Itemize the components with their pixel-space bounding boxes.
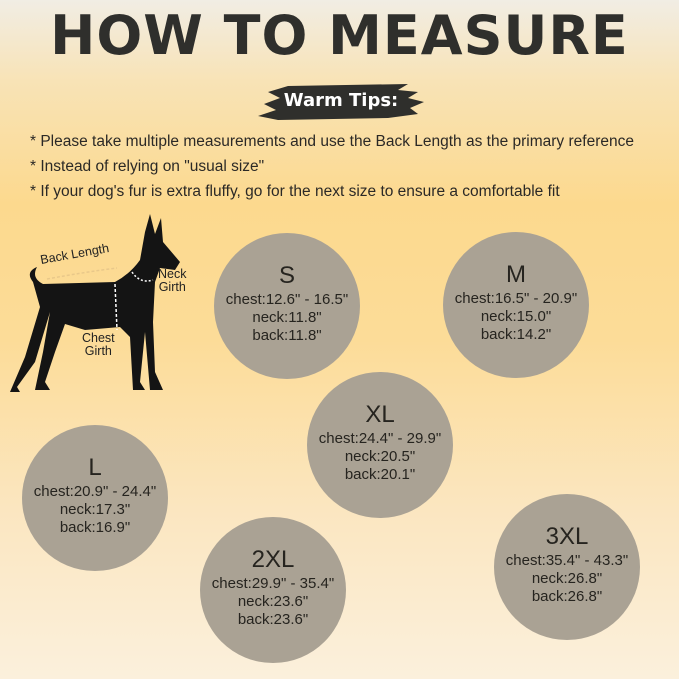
neck-measure: neck:15.0" bbox=[480, 308, 552, 325]
size-circle-xl: XL chest:24.4" - 29.9" neck:20.5" back:2… bbox=[307, 372, 453, 518]
size-name: M bbox=[506, 261, 526, 288]
chest-girth-label: Chest Girth bbox=[82, 332, 115, 358]
back-measure: back:16.9" bbox=[59, 519, 131, 536]
tip-2: * Instead of relying on "usual size" bbox=[30, 158, 265, 175]
size-circle-2xl: 2XL chest:29.9" - 35.4" neck:23.6" back:… bbox=[200, 517, 346, 663]
size-circle-s: S chest:12.6" - 16.5" neck:11.8" back:11… bbox=[214, 233, 360, 379]
back-measure: back:20.1" bbox=[344, 466, 416, 483]
back-measure: back:23.6" bbox=[237, 611, 309, 628]
back-measure: back:26.8" bbox=[531, 588, 603, 605]
brush-stroke-banner bbox=[258, 84, 424, 120]
neck-measure: neck:26.8" bbox=[531, 570, 603, 587]
chest-measure: chest:35.4" - 43.3" bbox=[505, 552, 629, 569]
chest-label: Chest bbox=[82, 331, 115, 345]
chest-measure: chest:12.6" - 16.5" bbox=[225, 291, 349, 308]
chest-measure: chest:24.4" - 29.9" bbox=[318, 430, 442, 447]
tip-1: * Please take multiple measurements and … bbox=[30, 133, 634, 150]
size-circle-l: L chest:20.9" - 24.4" neck:17.3" back:16… bbox=[22, 425, 168, 571]
neck-girth-label: Neck Girth bbox=[158, 268, 186, 294]
chest-measure: chest:29.9" - 35.4" bbox=[211, 575, 335, 592]
dog-silhouette-diagram bbox=[10, 214, 180, 392]
size-name: XL bbox=[365, 401, 395, 428]
neck-measure: neck:23.6" bbox=[237, 593, 309, 610]
size-name: S bbox=[278, 262, 295, 289]
size-name: 2XL bbox=[251, 546, 295, 573]
tip-3: * If your dog's fur is extra fluffy, go … bbox=[30, 183, 560, 200]
girth-label: Girth bbox=[84, 344, 112, 358]
size-name: 3XL bbox=[545, 523, 589, 550]
warm-tips-label: Warm Tips: bbox=[283, 90, 399, 111]
size-circle-3xl: 3XL chest:35.4" - 43.3" neck:26.8" back:… bbox=[494, 494, 640, 640]
neck-label: Neck bbox=[158, 267, 187, 281]
neck-measure: neck:17.3" bbox=[59, 501, 131, 518]
back-measure: back:14.2" bbox=[480, 326, 552, 343]
chest-measure: chest:16.5" - 20.9" bbox=[454, 290, 578, 307]
back-measure: back:11.8" bbox=[252, 327, 322, 344]
girth-label: Girth bbox=[158, 280, 186, 294]
neck-measure: neck:20.5" bbox=[344, 448, 416, 465]
chest-measure: chest:20.9" - 24.4" bbox=[33, 483, 157, 500]
page-title: HOW TO MEASURE bbox=[50, 4, 629, 67]
size-name: L bbox=[88, 454, 102, 481]
size-circle-m: M chest:16.5" - 20.9" neck:15.0" back:14… bbox=[443, 232, 589, 378]
neck-measure: neck:11.8" bbox=[252, 309, 322, 326]
